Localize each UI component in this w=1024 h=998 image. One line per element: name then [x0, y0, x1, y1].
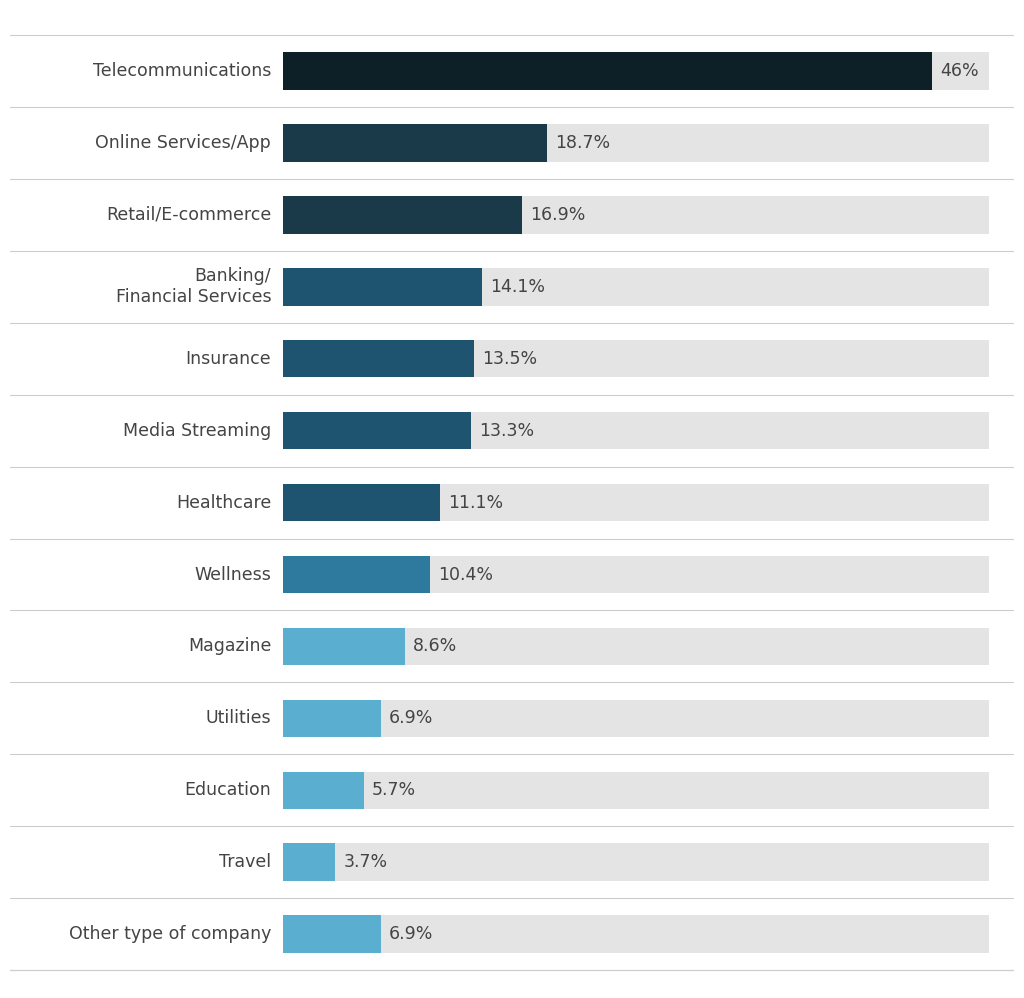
- Bar: [284, 556, 430, 593]
- Text: 13.3%: 13.3%: [479, 422, 534, 440]
- Bar: [284, 915, 989, 953]
- Text: Magazine: Magazine: [187, 638, 271, 656]
- Bar: [284, 771, 364, 809]
- Text: Travel: Travel: [219, 853, 271, 871]
- Text: 18.7%: 18.7%: [555, 134, 610, 152]
- Bar: [284, 197, 521, 234]
- Text: Utilities: Utilities: [206, 710, 271, 728]
- Bar: [284, 484, 989, 521]
- Text: Other type of company: Other type of company: [69, 925, 271, 943]
- Text: 46%: 46%: [940, 62, 979, 80]
- Text: 8.6%: 8.6%: [413, 638, 457, 656]
- Text: 11.1%: 11.1%: [447, 494, 503, 512]
- Text: 13.5%: 13.5%: [481, 349, 537, 368]
- Text: Telecommunications: Telecommunications: [93, 62, 271, 80]
- Bar: [284, 53, 932, 90]
- Text: Online Services/App: Online Services/App: [95, 134, 271, 152]
- Bar: [284, 340, 989, 377]
- Text: Retail/E-commerce: Retail/E-commerce: [105, 206, 271, 224]
- Bar: [284, 53, 989, 90]
- Text: 5.7%: 5.7%: [372, 781, 416, 799]
- Bar: [284, 268, 989, 305]
- Text: 16.9%: 16.9%: [529, 206, 585, 224]
- Bar: [284, 628, 989, 665]
- Bar: [284, 843, 989, 881]
- Bar: [284, 412, 989, 449]
- Bar: [284, 268, 482, 305]
- Text: Education: Education: [184, 781, 271, 799]
- Bar: [284, 412, 471, 449]
- Bar: [284, 771, 989, 809]
- Text: 6.9%: 6.9%: [388, 925, 433, 943]
- Text: Wellness: Wellness: [195, 566, 271, 584]
- Bar: [284, 340, 474, 377]
- Text: 6.9%: 6.9%: [388, 710, 433, 728]
- Bar: [284, 915, 381, 953]
- Text: Insurance: Insurance: [185, 349, 271, 368]
- Bar: [284, 843, 336, 881]
- Bar: [284, 125, 547, 162]
- Bar: [284, 700, 381, 738]
- Text: 3.7%: 3.7%: [343, 853, 387, 871]
- Bar: [284, 125, 989, 162]
- Bar: [284, 197, 989, 234]
- Text: Banking/
Financial Services: Banking/ Financial Services: [116, 267, 271, 306]
- Bar: [284, 556, 989, 593]
- Bar: [284, 484, 440, 521]
- Text: Media Streaming: Media Streaming: [123, 422, 271, 440]
- Bar: [284, 628, 404, 665]
- Text: 14.1%: 14.1%: [490, 277, 545, 295]
- Text: 10.4%: 10.4%: [438, 566, 493, 584]
- Text: Healthcare: Healthcare: [176, 494, 271, 512]
- Bar: [284, 700, 989, 738]
